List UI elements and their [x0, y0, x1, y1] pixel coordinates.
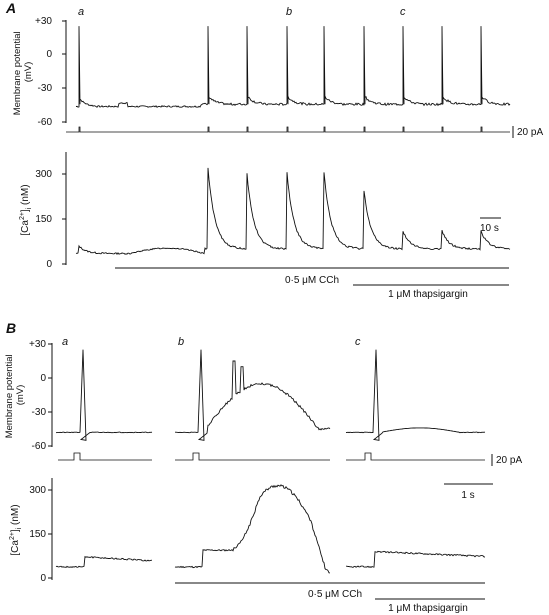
- current-trace-B-c: [346, 452, 485, 461]
- current-scale-label-B: 20 pA: [496, 455, 522, 466]
- tick-label: -60: [38, 117, 53, 128]
- ylabel-A-top: Membrane potential (mV): [12, 29, 34, 116]
- tick-label: 0: [40, 573, 46, 584]
- tick-label: 150: [29, 529, 46, 540]
- ylabel-B-bottom: [Ca2+]i (nM): [9, 504, 23, 555]
- tick-label: +30: [35, 16, 52, 27]
- cch-label-B: 0·5 μM CCh: [308, 589, 362, 600]
- ylabel-B-top: Membrane potential (mV): [4, 352, 26, 439]
- tick-label: 150: [35, 214, 52, 225]
- sub-label-b: b: [286, 6, 292, 18]
- vm-trace-B-a: [55, 349, 153, 441]
- vm-trace-B-c: [345, 349, 486, 441]
- sub-label-b: b: [178, 336, 184, 348]
- tick-label: 0: [46, 49, 52, 60]
- sub-label-c: c: [400, 6, 406, 18]
- time-scale-label-B: 1 s: [461, 490, 474, 501]
- tick-label: 300: [29, 485, 46, 496]
- thapsigargin-label-A: 1 μM thapsigargin: [388, 289, 468, 300]
- current-trace-B-a: [58, 452, 152, 461]
- sub-label-a: a: [62, 336, 68, 348]
- panel-B-bottom: 300 150 0 [Ca2+]i (nM) 1 s 0·5 μM CCh 1 …: [9, 478, 493, 614]
- vm-trace-A: [75, 26, 511, 108]
- tick-label: +30: [29, 339, 46, 350]
- current-trace-B-b: [175, 452, 330, 461]
- thapsigargin-label-B: 1 μM thapsigargin: [388, 603, 468, 614]
- panel-A-top: a b c +30 0 -30 -60 Membrane potential (…: [12, 6, 543, 138]
- panel-B-top: a b c +30 0 -30 -60 Membrane potential (…: [4, 336, 522, 466]
- tick-label: 0: [46, 259, 52, 270]
- tick-label: 300: [35, 169, 52, 180]
- time-scale-label-A: 10 s: [480, 223, 499, 234]
- tick-label: -30: [38, 83, 53, 94]
- ca-trace-A: [75, 167, 511, 255]
- current-trace-A: [66, 126, 510, 133]
- ca-trace-B-c: [346, 550, 486, 568]
- ylabel-A-bottom: [Ca2+]i (nM): [19, 184, 33, 235]
- tick-label: 0: [40, 373, 46, 384]
- panel-label-B: B: [6, 320, 16, 336]
- ca-trace-B-b: [174, 484, 331, 574]
- vm-trace-B-b: [175, 349, 331, 441]
- cch-label-A: 0·5 μM CCh: [285, 275, 339, 286]
- ca-trace-B-a: [55, 555, 153, 569]
- tick-label: -30: [32, 407, 47, 418]
- sub-label-a: a: [78, 6, 84, 18]
- panel-label-A: A: [5, 0, 16, 16]
- current-scale-label-A: 20 pA: [517, 127, 543, 138]
- sub-label-c: c: [355, 336, 361, 348]
- panel-A-bottom: 300 150 0 [Ca2+]i (nM) 10 s 0·5 μM CCh 1…: [19, 152, 511, 300]
- tick-label: -60: [32, 441, 47, 452]
